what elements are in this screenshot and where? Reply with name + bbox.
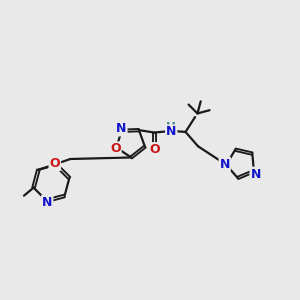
Text: N: N (166, 125, 176, 138)
Text: N: N (116, 122, 127, 136)
Text: O: O (149, 143, 160, 156)
Text: H: H (166, 121, 176, 134)
Text: O: O (110, 142, 121, 155)
Text: N: N (220, 158, 230, 171)
Text: N: N (42, 196, 52, 209)
Text: O: O (50, 157, 60, 170)
Text: N: N (250, 168, 261, 181)
